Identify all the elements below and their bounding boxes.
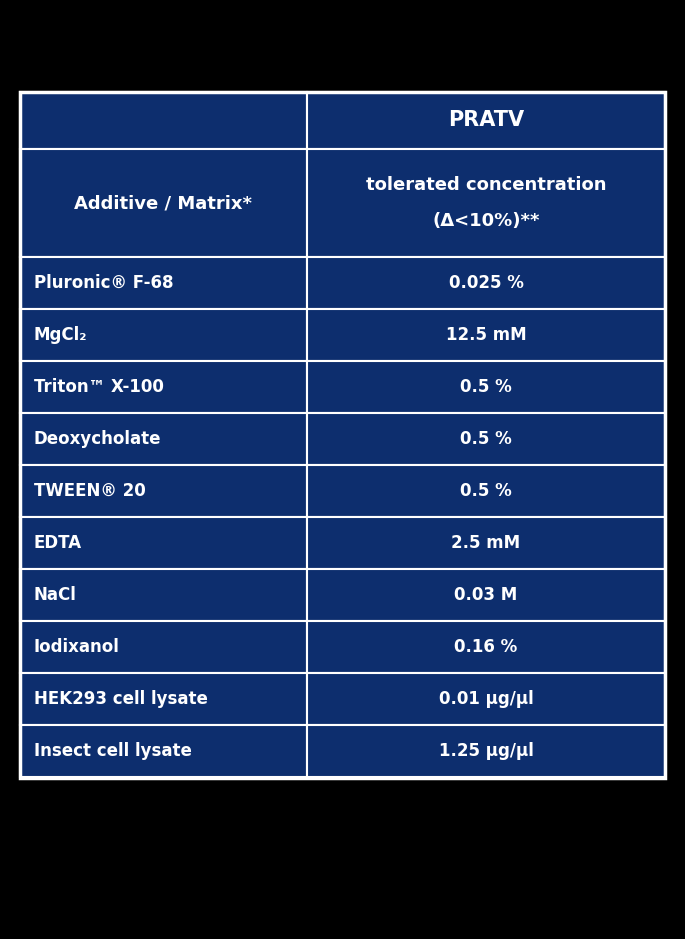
Text: 0.16 %: 0.16 % (454, 638, 518, 656)
Bar (20, 621, 307, 673)
Text: MgCl₂: MgCl₂ (34, 326, 88, 344)
Bar (20, 413, 307, 465)
Bar (20, 257, 307, 309)
Bar (307, 725, 665, 777)
Text: 0.5 %: 0.5 % (460, 430, 512, 448)
Text: Triton™ X-100: Triton™ X-100 (34, 378, 164, 396)
Bar (307, 149, 665, 257)
Bar (20, 517, 307, 569)
Text: Iodixanol: Iodixanol (34, 638, 120, 656)
Text: TWEEN® 20: TWEEN® 20 (34, 482, 146, 500)
Text: 12.5 mM: 12.5 mM (446, 326, 526, 344)
Bar (20, 92, 665, 778)
Bar (307, 361, 665, 413)
Bar (20, 569, 307, 621)
Text: NaCl: NaCl (34, 586, 77, 604)
Text: EDTA: EDTA (34, 534, 82, 552)
Bar (307, 413, 665, 465)
Bar (20, 465, 307, 517)
Bar (20, 361, 307, 413)
Text: Deoxycholate: Deoxycholate (34, 430, 162, 448)
Text: 0.01 μg/μl: 0.01 μg/μl (438, 690, 534, 708)
Bar (307, 309, 665, 361)
Text: 0.5 %: 0.5 % (460, 482, 512, 500)
Text: 1.25 μg/μl: 1.25 μg/μl (438, 742, 534, 760)
Bar (307, 673, 665, 725)
Text: 2.5 mM: 2.5 mM (451, 534, 521, 552)
Text: (Δ<10%)**: (Δ<10%)** (432, 212, 540, 230)
Bar (20, 149, 307, 257)
Bar (307, 517, 665, 569)
Bar (307, 569, 665, 621)
Text: Pluronic® F-68: Pluronic® F-68 (34, 274, 173, 292)
Bar (20, 725, 307, 777)
Text: PRATV: PRATV (448, 111, 524, 131)
Text: tolerated concentration: tolerated concentration (366, 176, 606, 194)
Text: Additive / Matrix*: Additive / Matrix* (75, 194, 253, 212)
Text: Insect cell lysate: Insect cell lysate (34, 742, 192, 760)
Text: 0.03 M: 0.03 M (454, 586, 518, 604)
Bar (307, 621, 665, 673)
Text: 0.5 %: 0.5 % (460, 378, 512, 396)
Bar (20, 309, 307, 361)
Text: HEK293 cell lysate: HEK293 cell lysate (34, 690, 208, 708)
Bar (20, 92, 307, 149)
Bar (307, 92, 665, 149)
Bar (20, 673, 307, 725)
Bar (307, 257, 665, 309)
Text: 0.025 %: 0.025 % (449, 274, 523, 292)
Bar (307, 465, 665, 517)
